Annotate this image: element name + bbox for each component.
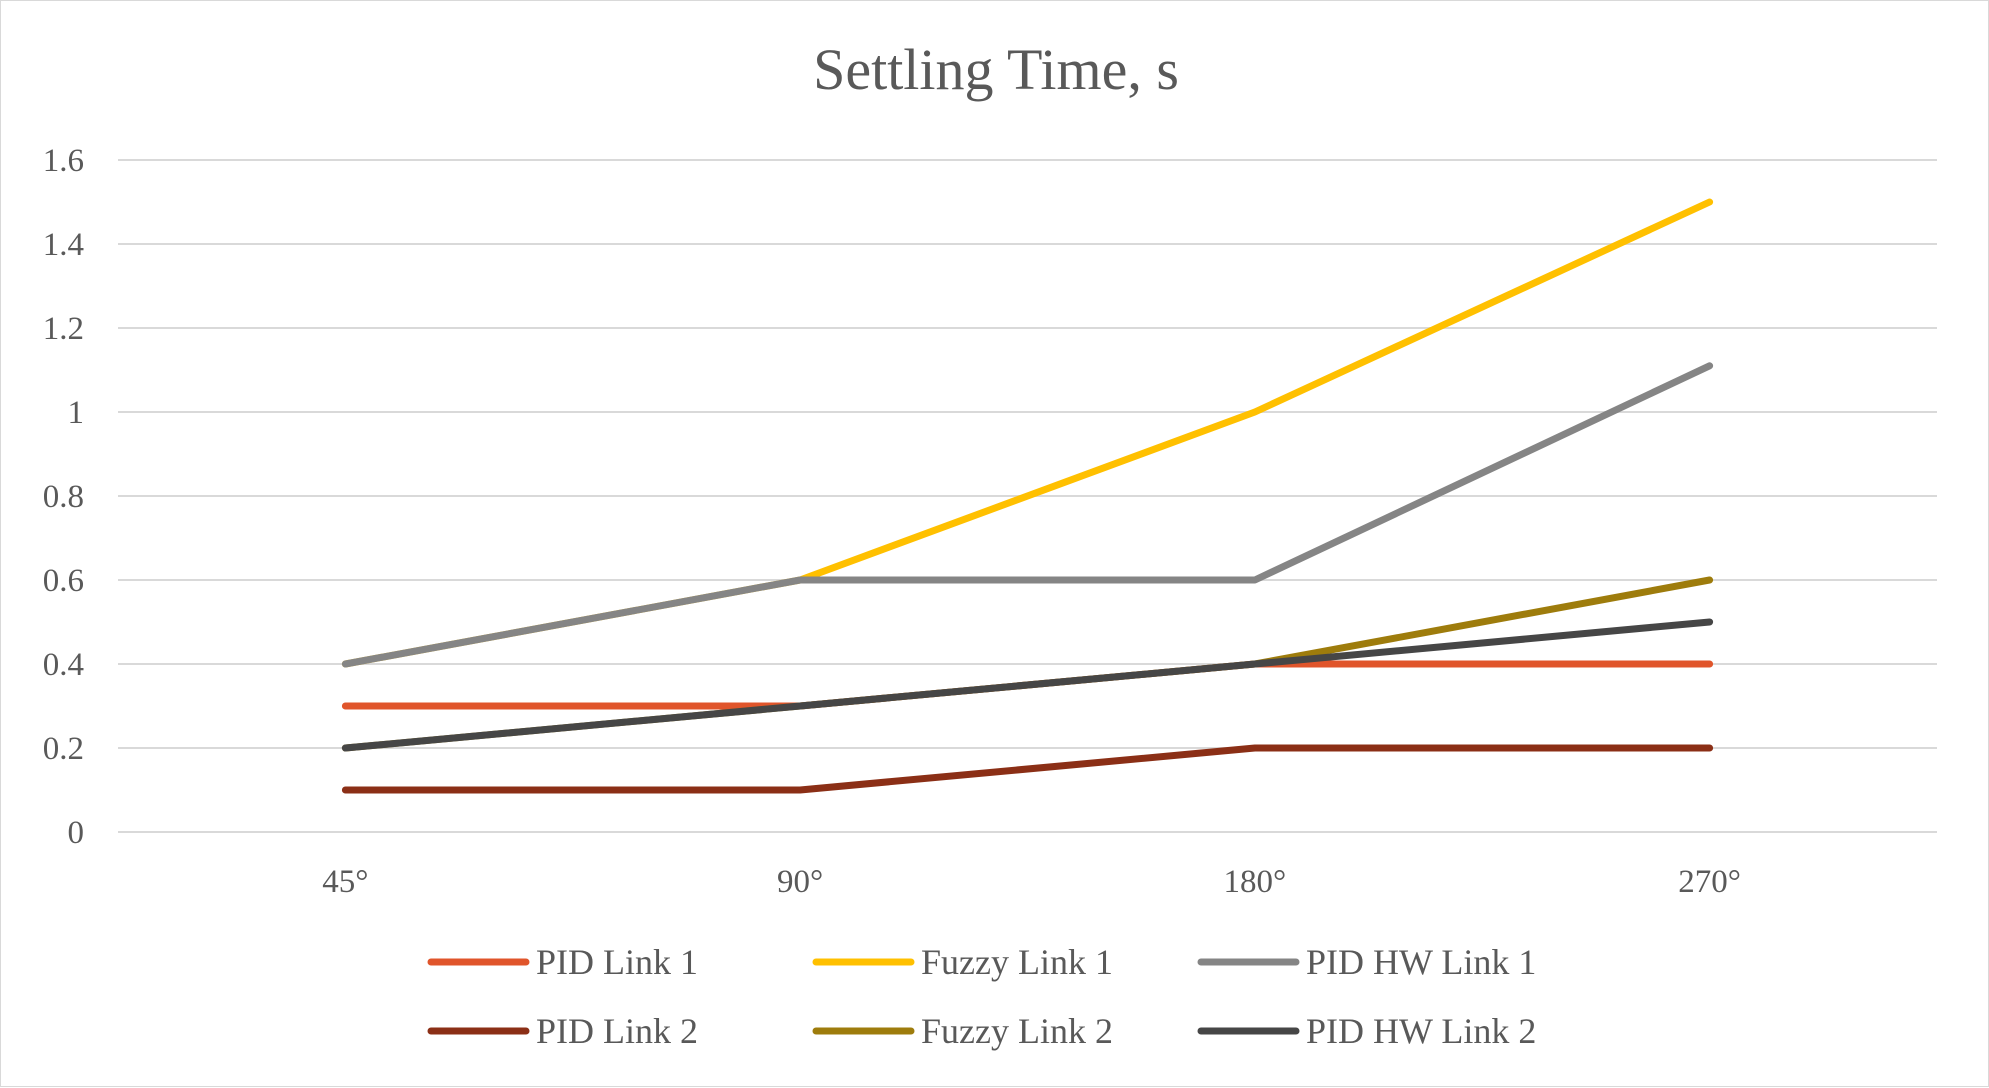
legend-label: PID HW Link 2 — [1306, 1011, 1536, 1051]
x-axis-ticks: 45° 90° 180° 270° — [322, 864, 1741, 900]
legend-item: PID HW Link 1 — [1197, 942, 1536, 982]
legend: PID Link 1 Fuzzy Link 1 PID HW Link 1 PID L… — [427, 942, 1536, 1051]
y-axis-ticks: 0 0.2 0.4 0.6 0.8 1 1.2 1.4 1.6 — [43, 143, 84, 851]
chart-title: Settling Time, s — [813, 37, 1179, 102]
y-tick-label: 0.8 — [43, 479, 84, 515]
y-tick-label: 1 — [68, 395, 85, 431]
legend-item: Fuzzy Link 1 — [812, 942, 1113, 982]
legend-item: PID Link 2 — [427, 1011, 698, 1051]
series-line-pid-hw-link-1 — [341, 362, 1714, 668]
legend-item: PID HW Link 2 — [1197, 1011, 1536, 1051]
series-line-pid-hw-link-2 — [341, 618, 1714, 752]
legend-label: PID Link 2 — [536, 1011, 698, 1051]
y-tick-label: 1.6 — [43, 143, 84, 179]
series-lines — [341, 198, 1714, 794]
x-tick-label: 270° — [1678, 864, 1741, 900]
y-tick-label: 1.2 — [43, 311, 84, 347]
y-tick-label: 0 — [68, 815, 85, 851]
y-tick-label: 0.4 — [43, 647, 84, 683]
series-line-fuzzy-link-1 — [341, 198, 1714, 668]
legend-item: Fuzzy Link 2 — [812, 1011, 1113, 1051]
legend-label: Fuzzy Link 2 — [921, 1011, 1113, 1051]
y-tick-label: 0.6 — [43, 563, 84, 599]
legend-label: PID Link 1 — [536, 942, 698, 982]
y-tick-label: 0.2 — [43, 731, 84, 767]
legend-item: PID Link 1 — [427, 942, 698, 982]
x-tick-label: 45° — [322, 864, 368, 900]
x-tick-label: 180° — [1224, 864, 1287, 900]
y-tick-label: 1.4 — [43, 227, 84, 263]
series-line-pid-link-2 — [341, 744, 1714, 794]
x-tick-label: 90° — [777, 864, 823, 900]
legend-label: Fuzzy Link 1 — [921, 942, 1113, 982]
legend-label: PID HW Link 1 — [1306, 942, 1536, 982]
